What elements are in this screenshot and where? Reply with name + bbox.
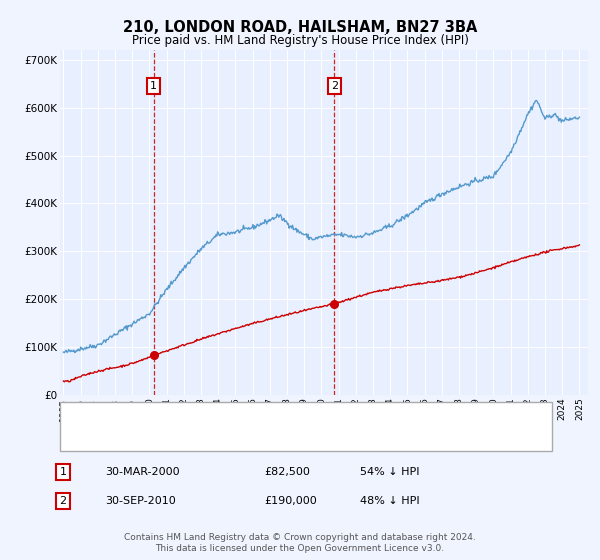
Text: HPI: Average price, detached house, Wealden: HPI: Average price, detached house, Weal… — [111, 432, 349, 442]
Text: £82,500: £82,500 — [264, 467, 310, 477]
Text: 1: 1 — [150, 81, 157, 91]
Text: 2: 2 — [331, 81, 338, 91]
Text: 210, LONDON ROAD, HAILSHAM, BN27 3BA (detached house): 210, LONDON ROAD, HAILSHAM, BN27 3BA (de… — [111, 410, 431, 421]
Text: 1: 1 — [59, 467, 67, 477]
Text: £190,000: £190,000 — [264, 496, 317, 506]
Text: Contains HM Land Registry data © Crown copyright and database right 2024.
This d: Contains HM Land Registry data © Crown c… — [124, 533, 476, 553]
Text: Price paid vs. HM Land Registry's House Price Index (HPI): Price paid vs. HM Land Registry's House … — [131, 34, 469, 46]
Text: 30-MAR-2000: 30-MAR-2000 — [105, 467, 179, 477]
Text: 2: 2 — [59, 496, 67, 506]
Text: 48% ↓ HPI: 48% ↓ HPI — [360, 496, 419, 506]
Text: 210, LONDON ROAD, HAILSHAM, BN27 3BA: 210, LONDON ROAD, HAILSHAM, BN27 3BA — [123, 20, 477, 35]
Text: 30-SEP-2010: 30-SEP-2010 — [105, 496, 176, 506]
Text: 54% ↓ HPI: 54% ↓ HPI — [360, 467, 419, 477]
